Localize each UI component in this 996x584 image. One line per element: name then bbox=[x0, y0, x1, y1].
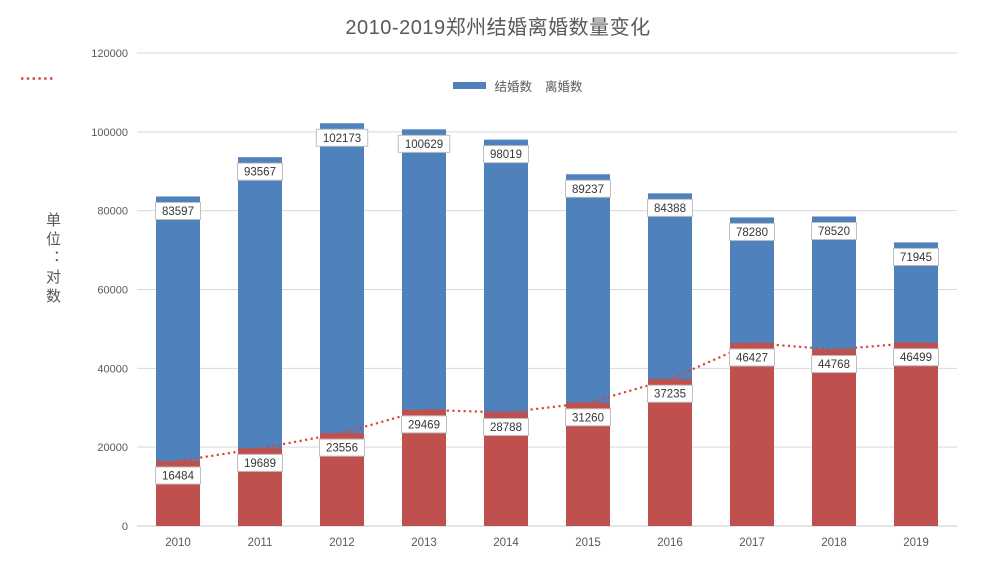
y-tick-label-0: 0 bbox=[122, 521, 128, 533]
x-tick-label-2016: 2016 bbox=[657, 537, 683, 549]
y-tick-label-120000: 120000 bbox=[91, 48, 128, 60]
divorce-value-label-2015: 31260 bbox=[572, 412, 604, 424]
divorce-value-label-box-2013 bbox=[401, 415, 447, 434]
marriage-value-label-2012: 102173 bbox=[323, 133, 361, 145]
y-tick-label-20000: 20000 bbox=[97, 442, 128, 454]
divorce-value-label-box-2012 bbox=[319, 438, 365, 457]
divorce-value-label-box-2011 bbox=[237, 453, 283, 472]
y-tick-label-100000: 100000 bbox=[91, 127, 128, 139]
divorce-bar-2018 bbox=[812, 349, 856, 526]
divorce-value-label-2019: 46499 bbox=[900, 352, 932, 364]
marriage-value-label-2018: 78520 bbox=[818, 226, 850, 238]
divorce-value-label-2010: 16484 bbox=[162, 471, 195, 483]
marriage-value-label-box-2016 bbox=[647, 198, 693, 217]
divorce-value-label-box-2019 bbox=[893, 348, 939, 367]
x-tick-label-2011: 2011 bbox=[248, 537, 273, 549]
marriage-value-label-box-2017 bbox=[729, 222, 775, 241]
marriage-value-label-2011: 93567 bbox=[244, 167, 276, 179]
y-tick-label-80000: 80000 bbox=[97, 206, 128, 218]
divorce-value-label-2012: 23556 bbox=[326, 443, 358, 455]
marriage-value-label-box-2011 bbox=[237, 162, 283, 181]
legend: 结婚数 离婚数 bbox=[20, 76, 996, 95]
divorce-value-label-box-2014 bbox=[483, 418, 529, 437]
divorce-bar-2019 bbox=[894, 342, 938, 526]
divorce-value-label-box-2010 bbox=[155, 466, 201, 485]
legend-item-divorce: 离婚数 bbox=[21, 76, 583, 95]
divorce-value-label-2014: 28788 bbox=[490, 422, 522, 434]
x-tick-label-2012: 2012 bbox=[329, 537, 355, 549]
divorce-value-label-box-2018 bbox=[811, 355, 857, 374]
x-tick-label-2010: 2010 bbox=[165, 537, 191, 549]
marriage-bar-swatch-icon bbox=[453, 82, 487, 89]
chart-title: 2010-2019郑州结婚离婚数量变化 bbox=[345, 17, 651, 39]
x-tick-label-2019: 2019 bbox=[903, 537, 929, 549]
divorce-value-label-box-2017 bbox=[729, 348, 775, 367]
divorce-value-label-2017: 46427 bbox=[736, 353, 768, 365]
x-tick-label-2014: 2014 bbox=[493, 537, 519, 549]
divorce-value-label-box-2016 bbox=[647, 384, 693, 403]
y-axis-title: 单位：对数 bbox=[44, 212, 61, 307]
divorce-trend-line bbox=[177, 341, 917, 463]
marriage-value-label-box-2019 bbox=[893, 247, 939, 266]
divorce-value-label-2018: 44768 bbox=[818, 359, 850, 371]
divorce-bar-2016 bbox=[648, 379, 692, 526]
divorce-value-label-2013: 29469 bbox=[408, 419, 440, 431]
divorce-value-label-2016: 37235 bbox=[654, 389, 686, 401]
divorce-bar-2017 bbox=[730, 343, 774, 526]
x-tick-label-2017: 2017 bbox=[739, 537, 765, 549]
marriage-value-label-2019: 71945 bbox=[900, 252, 932, 264]
marriage-value-label-box-2010 bbox=[155, 201, 201, 220]
divorce-value-label-box-2015 bbox=[565, 408, 611, 427]
marriage-value-label-2017: 78280 bbox=[736, 227, 768, 239]
x-tick-label-2015: 2015 bbox=[575, 537, 601, 549]
legend-item-marriage: 结婚数 bbox=[453, 76, 532, 95]
marriage-value-label-2013: 100629 bbox=[405, 139, 443, 151]
marriage-value-label-2014: 98019 bbox=[490, 149, 522, 161]
marriage-value-label-2015: 89237 bbox=[572, 184, 604, 196]
x-tick-label-2013: 2013 bbox=[411, 537, 437, 549]
marriage-value-label-box-2018 bbox=[811, 222, 857, 241]
marriage-value-label-2016: 84388 bbox=[654, 203, 686, 215]
legend-label-marriage: 结婚数 bbox=[494, 80, 532, 94]
legend-label-divorce: 离婚数 bbox=[545, 80, 583, 94]
y-tick-label-40000: 40000 bbox=[97, 363, 128, 375]
x-tick-label-2018: 2018 bbox=[821, 537, 847, 549]
marriage-value-label-box-2015 bbox=[565, 179, 611, 198]
divorce-value-label-2011: 19689 bbox=[244, 458, 276, 470]
marriage-value-label-box-2012 bbox=[315, 128, 369, 147]
marriage-value-label-box-2013 bbox=[397, 134, 451, 153]
marriage-value-label-2010: 83597 bbox=[162, 206, 194, 218]
marriage-value-label-box-2014 bbox=[483, 145, 529, 164]
y-tick-label-60000: 60000 bbox=[97, 285, 128, 297]
